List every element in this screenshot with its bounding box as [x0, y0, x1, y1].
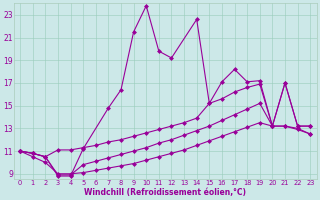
X-axis label: Windchill (Refroidissement éolien,°C): Windchill (Refroidissement éolien,°C) [84, 188, 246, 197]
